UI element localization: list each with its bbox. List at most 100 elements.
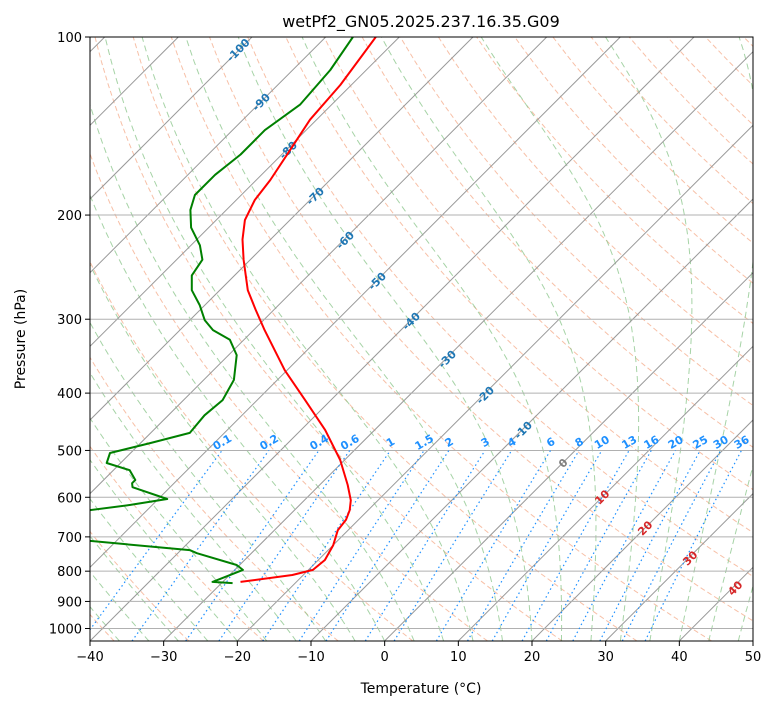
mixing-ratio-label: 16: [642, 433, 662, 452]
moist-adiabat: [185, 37, 503, 641]
x-axis-label: Temperature (°C): [360, 681, 482, 697]
moist-adiabat: [90, 102, 415, 641]
x-tick-label: 40: [671, 650, 688, 665]
moist-adiabat: [104, 37, 445, 641]
moist-adiabat: [737, 584, 753, 641]
dry-adiabat: [90, 356, 339, 641]
isotherm: [752, 640, 753, 641]
isotherm: [90, 37, 548, 495]
dry-adiabat: [90, 260, 414, 641]
isotherm: [678, 566, 753, 641]
moist-adiabat: [141, 37, 474, 641]
mixing-ratio-label: 6: [544, 435, 557, 450]
moist-adiabat: [90, 321, 327, 641]
plot-frame: [89, 36, 754, 642]
isotherm-label: 30: [680, 548, 700, 568]
x-tick-label: −10: [297, 650, 324, 665]
isotherm-label: -40: [400, 309, 423, 332]
isotherm-label: 40: [725, 578, 745, 598]
y-tick-label: 1000: [49, 623, 82, 638]
mixing-ratio-line: [435, 450, 552, 641]
dry-adiabat: [437, 37, 753, 365]
moist-adiabat: [678, 37, 753, 641]
mixing-ratio-label: 0.6: [338, 432, 362, 453]
moist-adiabat: [90, 263, 356, 641]
mixing-ratio-line: [298, 450, 425, 641]
isotherm-label: -80: [277, 138, 300, 161]
dry-adiabat: [90, 152, 488, 641]
x-tick-label: 10: [450, 650, 467, 665]
isotherm: [236, 124, 753, 641]
dry-adiabat: [247, 37, 753, 577]
y-tick-label: 400: [57, 387, 82, 402]
moist-adiabat: [90, 193, 386, 641]
isotherm: [90, 37, 400, 348]
x-tick-label: −30: [150, 650, 177, 665]
mixing-ratio-line: [393, 450, 513, 641]
y-tick-label: 700: [57, 531, 82, 546]
isotherm: [90, 37, 327, 274]
mixing-ratio-label: 20: [666, 433, 686, 452]
y-tick-label: 100: [57, 31, 82, 46]
isotherm: [90, 37, 695, 641]
mixing-ratio-line: [599, 450, 701, 641]
x-tick-label: −40: [76, 650, 103, 665]
dry-adiabat: [323, 37, 753, 491]
grid-lines: [90, 37, 753, 641]
moist-adiabat: [90, 497, 209, 641]
temperature-profile-line: [240, 37, 377, 583]
y-axis-label: Pressure (hPa): [13, 289, 29, 389]
dry-adiabat: [94, 37, 563, 641]
moist-adiabat: [90, 417, 268, 641]
dry-adiabat: [90, 445, 264, 641]
dewpoint-profile-line: [90, 37, 354, 585]
moist-adiabat: [237, 37, 533, 641]
mixing-ratio-label: 0.1: [211, 432, 234, 453]
isotherm: [90, 37, 621, 569]
x-tick-label: 50: [745, 650, 762, 665]
mixing-ratio-label: 1: [384, 435, 397, 450]
mixing-ratio-label: 30: [711, 433, 731, 452]
chart-title: wetPf2_GN05.2025.237.16.35.G09: [282, 12, 560, 32]
moist-adiabat: [380, 37, 597, 641]
x-tick-label: 30: [597, 650, 614, 665]
isotherm-label: -20: [474, 383, 497, 406]
isotherm: [90, 37, 253, 200]
mixing-ratio-line: [545, 450, 652, 641]
moist-adiabat: [90, 371, 297, 641]
line-labels: 0.1 0.2 0.4 0.6 1 1.5 2 3 4 6 8 10 13 16 20 25 30 36-100-…: [211, 37, 752, 598]
mixing-ratio-line: [364, 450, 486, 641]
dry-adiabat: [743, 37, 753, 48]
isotherm-label: -50: [366, 269, 389, 292]
isotherm-label: -70: [304, 184, 327, 207]
profiles: [90, 37, 377, 585]
mixing-ratio-label: 10: [592, 433, 612, 452]
isotherm-label: -90: [250, 90, 273, 113]
moist-adiabat: [708, 463, 753, 641]
isotherm: [310, 198, 753, 641]
x-tick-label: 20: [524, 650, 541, 665]
mixing-ratio-label: 25: [691, 433, 711, 452]
mixing-ratio-line: [466, 450, 580, 641]
isotherm-label: -30: [436, 347, 459, 370]
moist-adiabat: [90, 571, 150, 641]
isotherm: [531, 419, 753, 641]
dry-adiabat: [552, 37, 753, 244]
y-tick-label: 800: [57, 565, 82, 580]
mixing-ratio-label: 3: [479, 435, 492, 450]
mixing-ratio-label: 8: [573, 435, 586, 450]
moist-adiabat: [90, 535, 179, 641]
y-tick-label: 900: [57, 595, 82, 610]
isotherm-label: -10: [512, 418, 535, 441]
isotherm: [90, 37, 474, 421]
isotherm: [163, 50, 753, 641]
mixing-ratio-line: [262, 450, 391, 641]
dry-adiabat: [514, 37, 753, 284]
y-tick-label: 300: [57, 313, 82, 328]
mixing-ratio-line: [185, 450, 320, 641]
dry-adiabat: [90, 530, 190, 641]
axes: −40 −30 −20 −10 0 10 20 30 40 5010020030040050060…: [49, 31, 761, 665]
mixing-ratio-line: [644, 450, 743, 641]
